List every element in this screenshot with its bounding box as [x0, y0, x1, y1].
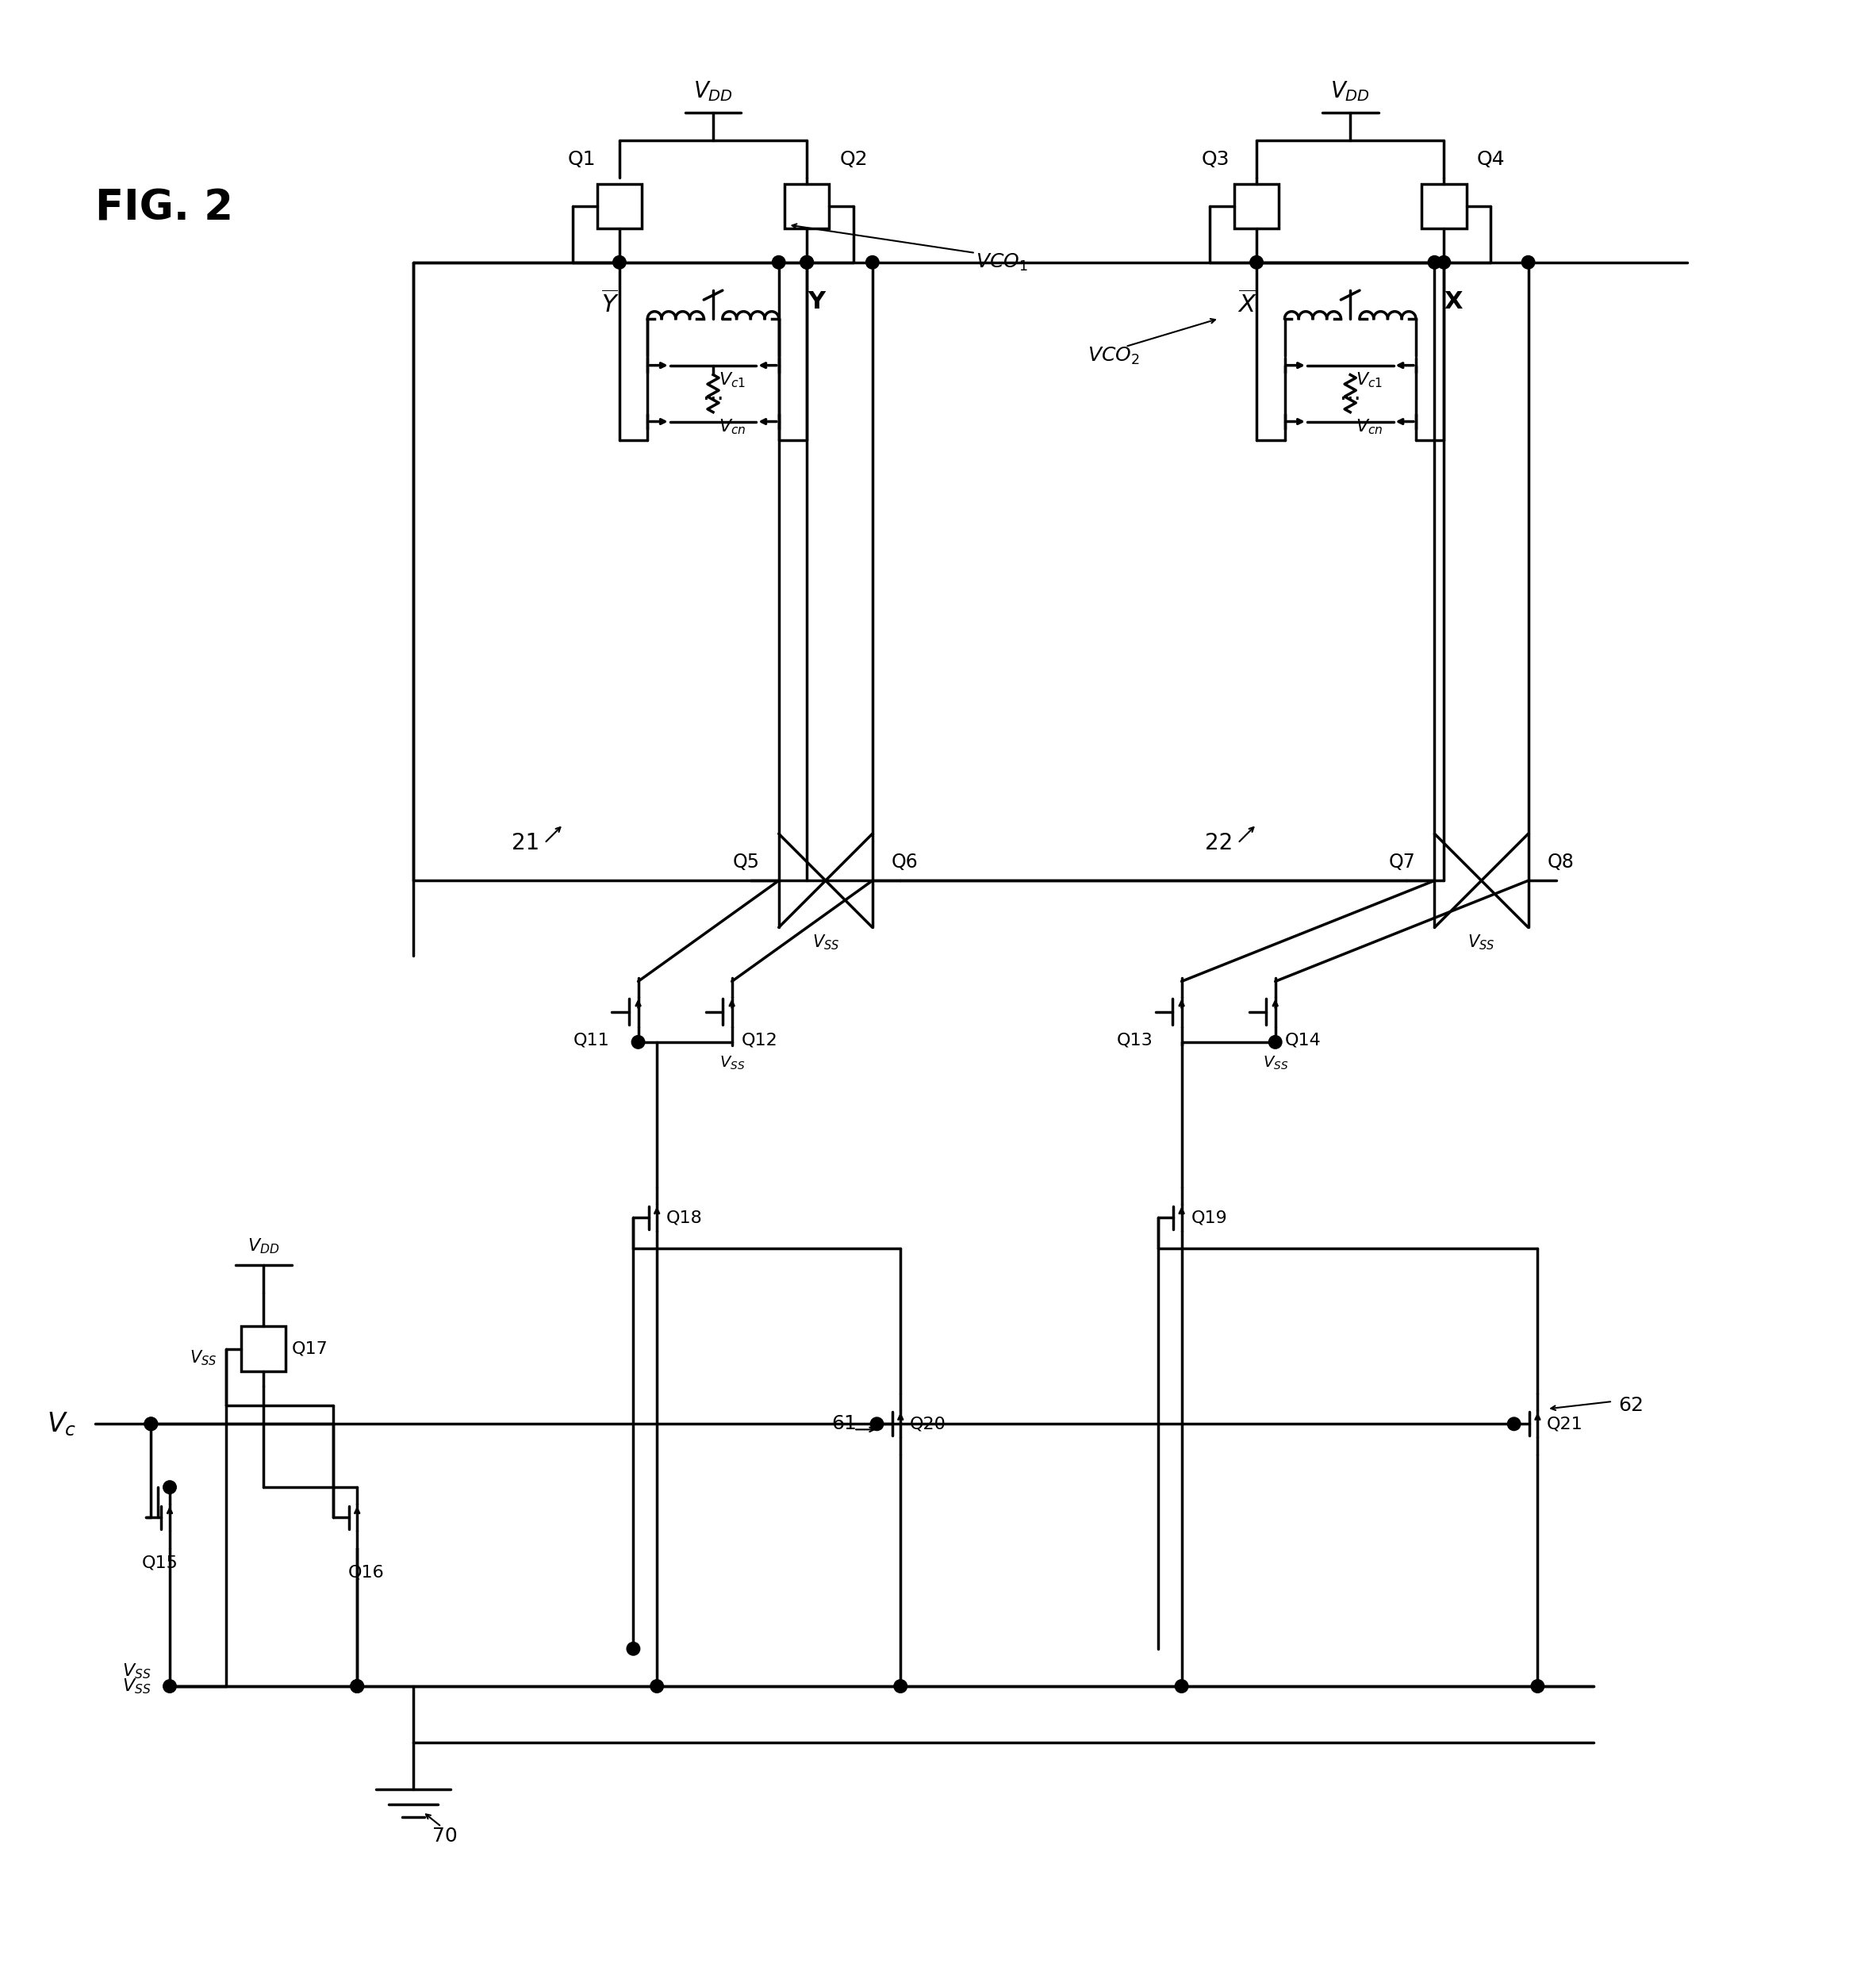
Text: Y: Y — [807, 290, 825, 314]
Text: Q11: Q11 — [574, 1033, 610, 1049]
Text: ...: ... — [704, 383, 724, 405]
Circle shape — [163, 1482, 176, 1493]
Text: Q19: Q19 — [1191, 1209, 1227, 1225]
Circle shape — [632, 1035, 645, 1049]
Text: Q3: Q3 — [1201, 149, 1229, 169]
Text: Q15: Q15 — [143, 1555, 178, 1571]
Text: $V_{SS}$: $V_{SS}$ — [122, 1662, 150, 1680]
Text: $V_{c1}$: $V_{c1}$ — [719, 371, 747, 389]
Circle shape — [163, 1680, 176, 1692]
Text: Q6: Q6 — [891, 852, 917, 872]
Circle shape — [651, 1680, 664, 1692]
Bar — [240, 1327, 285, 1372]
Circle shape — [1508, 1418, 1521, 1430]
Text: FIG. 2: FIG. 2 — [96, 187, 233, 228]
Text: $V_{DD}$: $V_{DD}$ — [248, 1237, 280, 1255]
Circle shape — [351, 1680, 364, 1692]
Text: Q8: Q8 — [1548, 852, 1574, 872]
Text: $V_{SS}$: $V_{SS}$ — [122, 1676, 150, 1696]
Text: $V_{DD}$: $V_{DD}$ — [694, 79, 734, 103]
Circle shape — [351, 1680, 364, 1692]
Circle shape — [1428, 256, 1441, 268]
Text: $\overline{X}$: $\overline{X}$ — [1238, 290, 1257, 318]
Circle shape — [1268, 1035, 1281, 1049]
Text: Q4: Q4 — [1476, 149, 1505, 169]
Text: Q5: Q5 — [734, 852, 760, 872]
Text: Q21: Q21 — [1548, 1416, 1583, 1432]
Bar — [597, 183, 642, 228]
Text: Q16: Q16 — [349, 1565, 385, 1581]
Circle shape — [801, 256, 814, 268]
Circle shape — [144, 1418, 158, 1430]
Circle shape — [1249, 256, 1263, 268]
Text: $V_c$: $V_c$ — [47, 1410, 77, 1438]
Circle shape — [613, 256, 627, 268]
Text: $V_{SS}$: $V_{SS}$ — [189, 1348, 216, 1368]
Text: 61: 61 — [831, 1414, 857, 1434]
Text: $VCO_2$: $VCO_2$ — [1088, 346, 1141, 365]
Text: Q20: Q20 — [910, 1416, 946, 1432]
Circle shape — [801, 256, 814, 268]
Text: ...: ... — [1339, 383, 1360, 405]
Circle shape — [870, 1418, 884, 1430]
Circle shape — [144, 1418, 158, 1430]
Text: Q2: Q2 — [840, 149, 869, 169]
Text: $\overline{Y}$: $\overline{Y}$ — [600, 290, 619, 318]
Bar — [784, 183, 829, 228]
Text: Q14: Q14 — [1285, 1033, 1321, 1049]
Bar — [1234, 183, 1279, 228]
Circle shape — [627, 1642, 640, 1654]
Circle shape — [1531, 1680, 1544, 1692]
Text: $V_{c1}$: $V_{c1}$ — [1356, 371, 1383, 389]
Text: Q18: Q18 — [666, 1209, 704, 1225]
Text: $V_{SS}$: $V_{SS}$ — [1263, 1055, 1289, 1072]
Bar — [1422, 183, 1467, 228]
Text: Q12: Q12 — [741, 1033, 777, 1049]
Text: $V_{cn}$: $V_{cn}$ — [719, 417, 747, 437]
Text: X: X — [1445, 290, 1463, 314]
Circle shape — [1521, 256, 1535, 268]
Text: $VCO_1$: $VCO_1$ — [976, 252, 1028, 272]
Circle shape — [895, 1680, 908, 1692]
Circle shape — [1437, 256, 1450, 268]
Text: 21: 21 — [512, 832, 540, 854]
Text: 70: 70 — [431, 1827, 458, 1845]
Text: 62: 62 — [1619, 1396, 1643, 1414]
Text: $V_{SS}$: $V_{SS}$ — [812, 933, 839, 951]
Text: Q7: Q7 — [1388, 852, 1416, 872]
Text: $V_{cn}$: $V_{cn}$ — [1356, 417, 1383, 437]
Text: 22: 22 — [1204, 832, 1233, 854]
Text: Q1: Q1 — [568, 149, 597, 169]
Circle shape — [773, 256, 786, 268]
Text: Q17: Q17 — [291, 1341, 328, 1356]
Text: $V_{DD}$: $V_{DD}$ — [1330, 79, 1369, 103]
Circle shape — [867, 256, 880, 268]
Text: Q13: Q13 — [1116, 1033, 1154, 1049]
Circle shape — [1174, 1680, 1188, 1692]
Text: $V_{SS}$: $V_{SS}$ — [1467, 933, 1495, 951]
Text: $V_{SS}$: $V_{SS}$ — [719, 1055, 745, 1072]
